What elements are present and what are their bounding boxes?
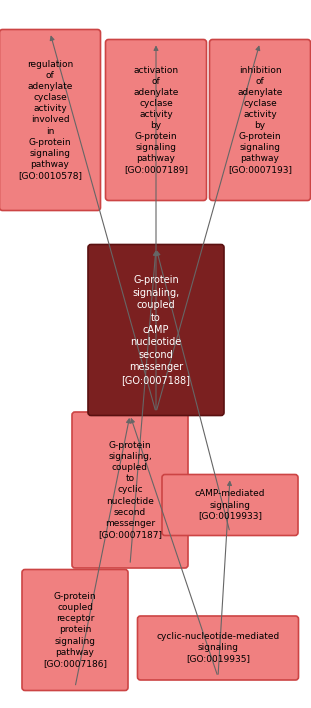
FancyBboxPatch shape <box>72 412 188 568</box>
FancyBboxPatch shape <box>137 616 299 680</box>
FancyBboxPatch shape <box>210 40 310 200</box>
Text: activation
of
adenylate
cyclase
activity
by
G-protein
signaling
pathway
[GO:0007: activation of adenylate cyclase activity… <box>124 66 188 174</box>
FancyBboxPatch shape <box>88 244 224 416</box>
Text: cAMP-mediated
signaling
[GO:0019933]: cAMP-mediated signaling [GO:0019933] <box>195 489 265 520</box>
FancyBboxPatch shape <box>162 474 298 535</box>
Text: G-protein
signaling,
coupled
to
cyclic
nucleotide
second
messenger
[GO:0007187]: G-protein signaling, coupled to cyclic n… <box>98 441 162 539</box>
FancyBboxPatch shape <box>22 569 128 690</box>
Text: cyclic-nucleotide-mediated
signaling
[GO:0019935]: cyclic-nucleotide-mediated signaling [GO… <box>156 632 280 663</box>
FancyBboxPatch shape <box>105 40 207 200</box>
Text: G-protein
coupled
receptor
protein
signaling
pathway
[GO:0007186]: G-protein coupled receptor protein signa… <box>43 592 107 668</box>
FancyBboxPatch shape <box>0 30 100 210</box>
Text: regulation
of
adenylate
cyclase
activity
involved
in
G-protein
signaling
pathway: regulation of adenylate cyclase activity… <box>18 60 82 180</box>
Text: G-protein
signaling,
coupled
to
cAMP
nucleotide
second
messenger
[GO:0007188]: G-protein signaling, coupled to cAMP nuc… <box>122 275 191 384</box>
Text: inhibition
of
adenylate
cyclase
activity
by
G-protein
signaling
pathway
[GO:0007: inhibition of adenylate cyclase activity… <box>228 66 292 174</box>
